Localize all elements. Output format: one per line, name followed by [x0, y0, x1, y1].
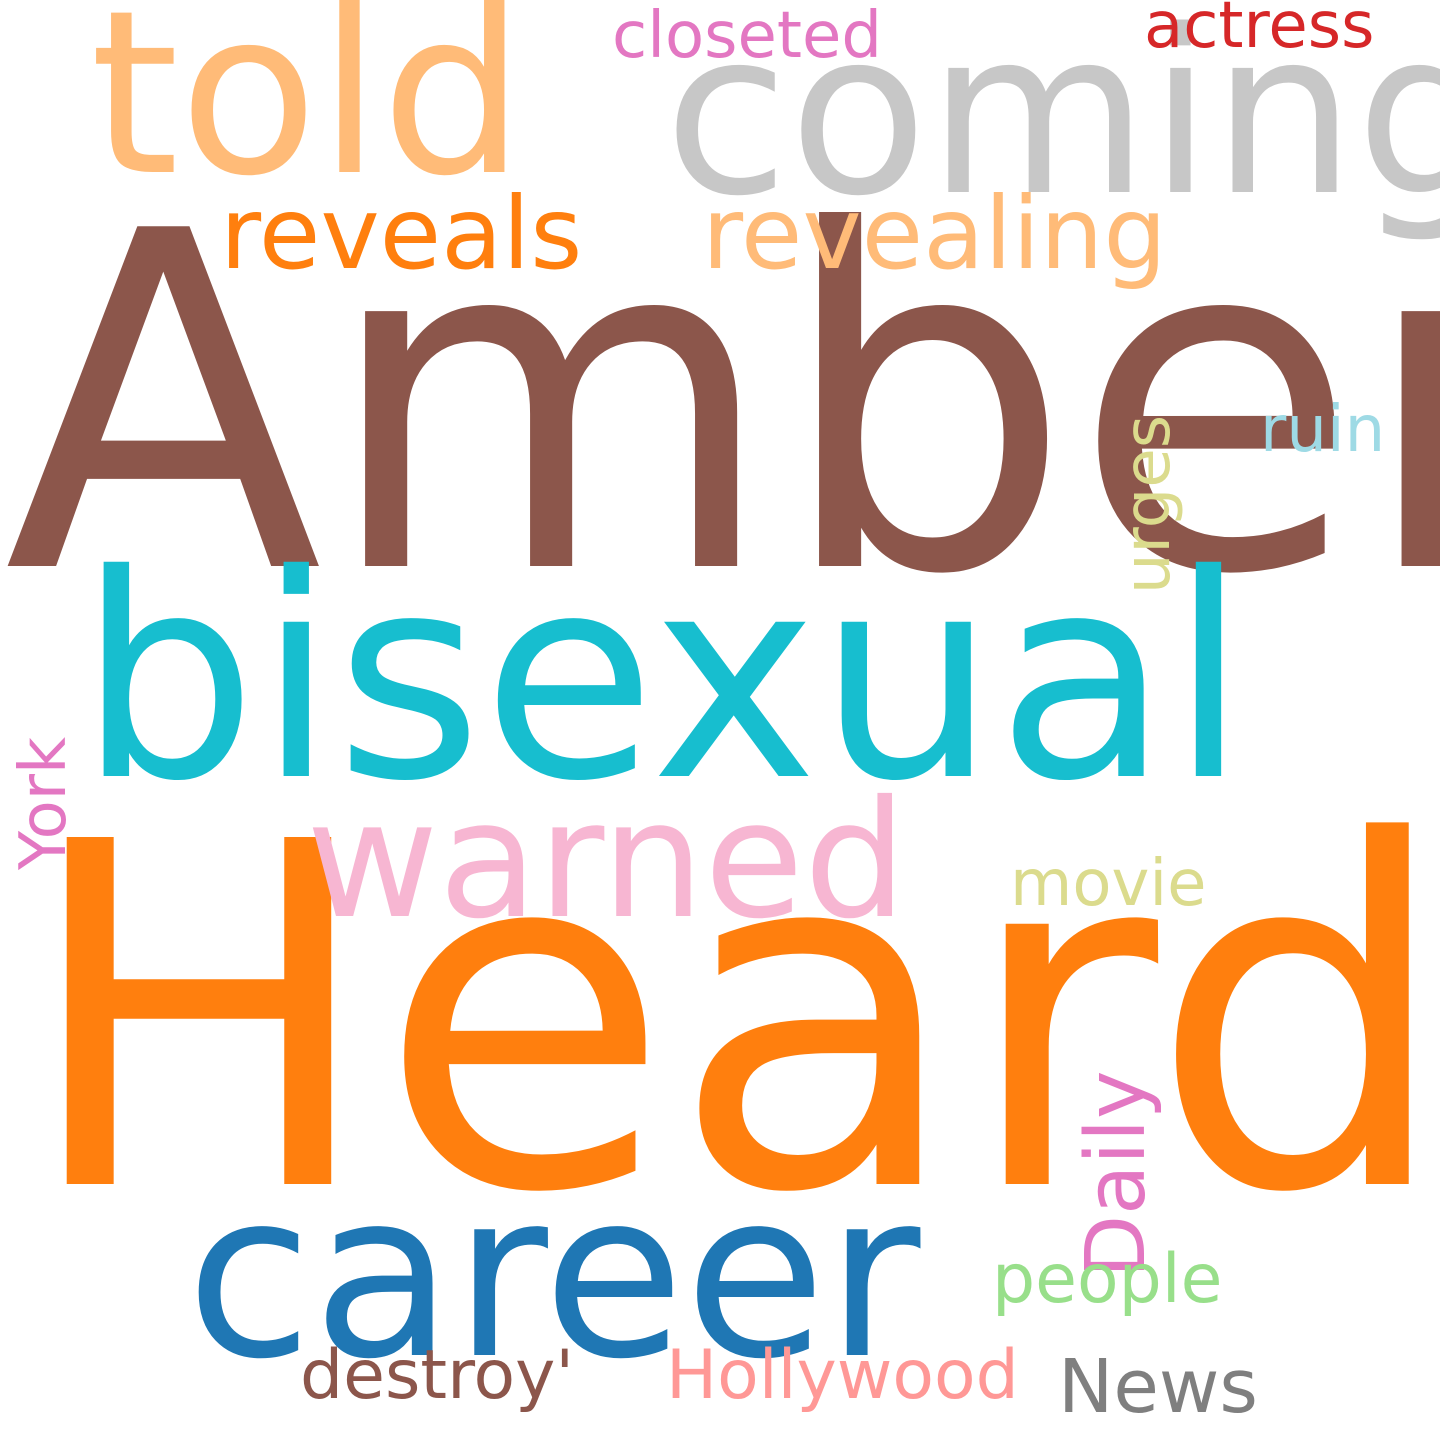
word-urges: urges: [1111, 414, 1185, 594]
word-revealing: revealing: [702, 175, 1167, 292]
word-actress: actress: [1144, 0, 1375, 63]
word-news: News: [1058, 1344, 1258, 1430]
word-ruin: ruin: [1260, 393, 1386, 467]
word-coming: coming: [664, 0, 1440, 246]
word-career: career: [186, 1143, 921, 1410]
word-amber: Amber: [4, 133, 1440, 676]
word-york: York: [7, 736, 81, 870]
word-people: people: [992, 1240, 1223, 1319]
word-bisexual: bisexual: [78, 514, 1248, 843]
word-movie: movie: [1010, 847, 1207, 921]
word-reveals: reveals: [220, 175, 583, 292]
word-destroy: destroy': [300, 1336, 575, 1415]
word-heard: Heard: [20, 743, 1440, 1297]
word-hollywood: Hollywood: [666, 1336, 1019, 1415]
word-closeted: closeted: [612, 0, 882, 73]
word-told: told: [90, 0, 526, 226]
word-warned: warned: [306, 767, 907, 955]
